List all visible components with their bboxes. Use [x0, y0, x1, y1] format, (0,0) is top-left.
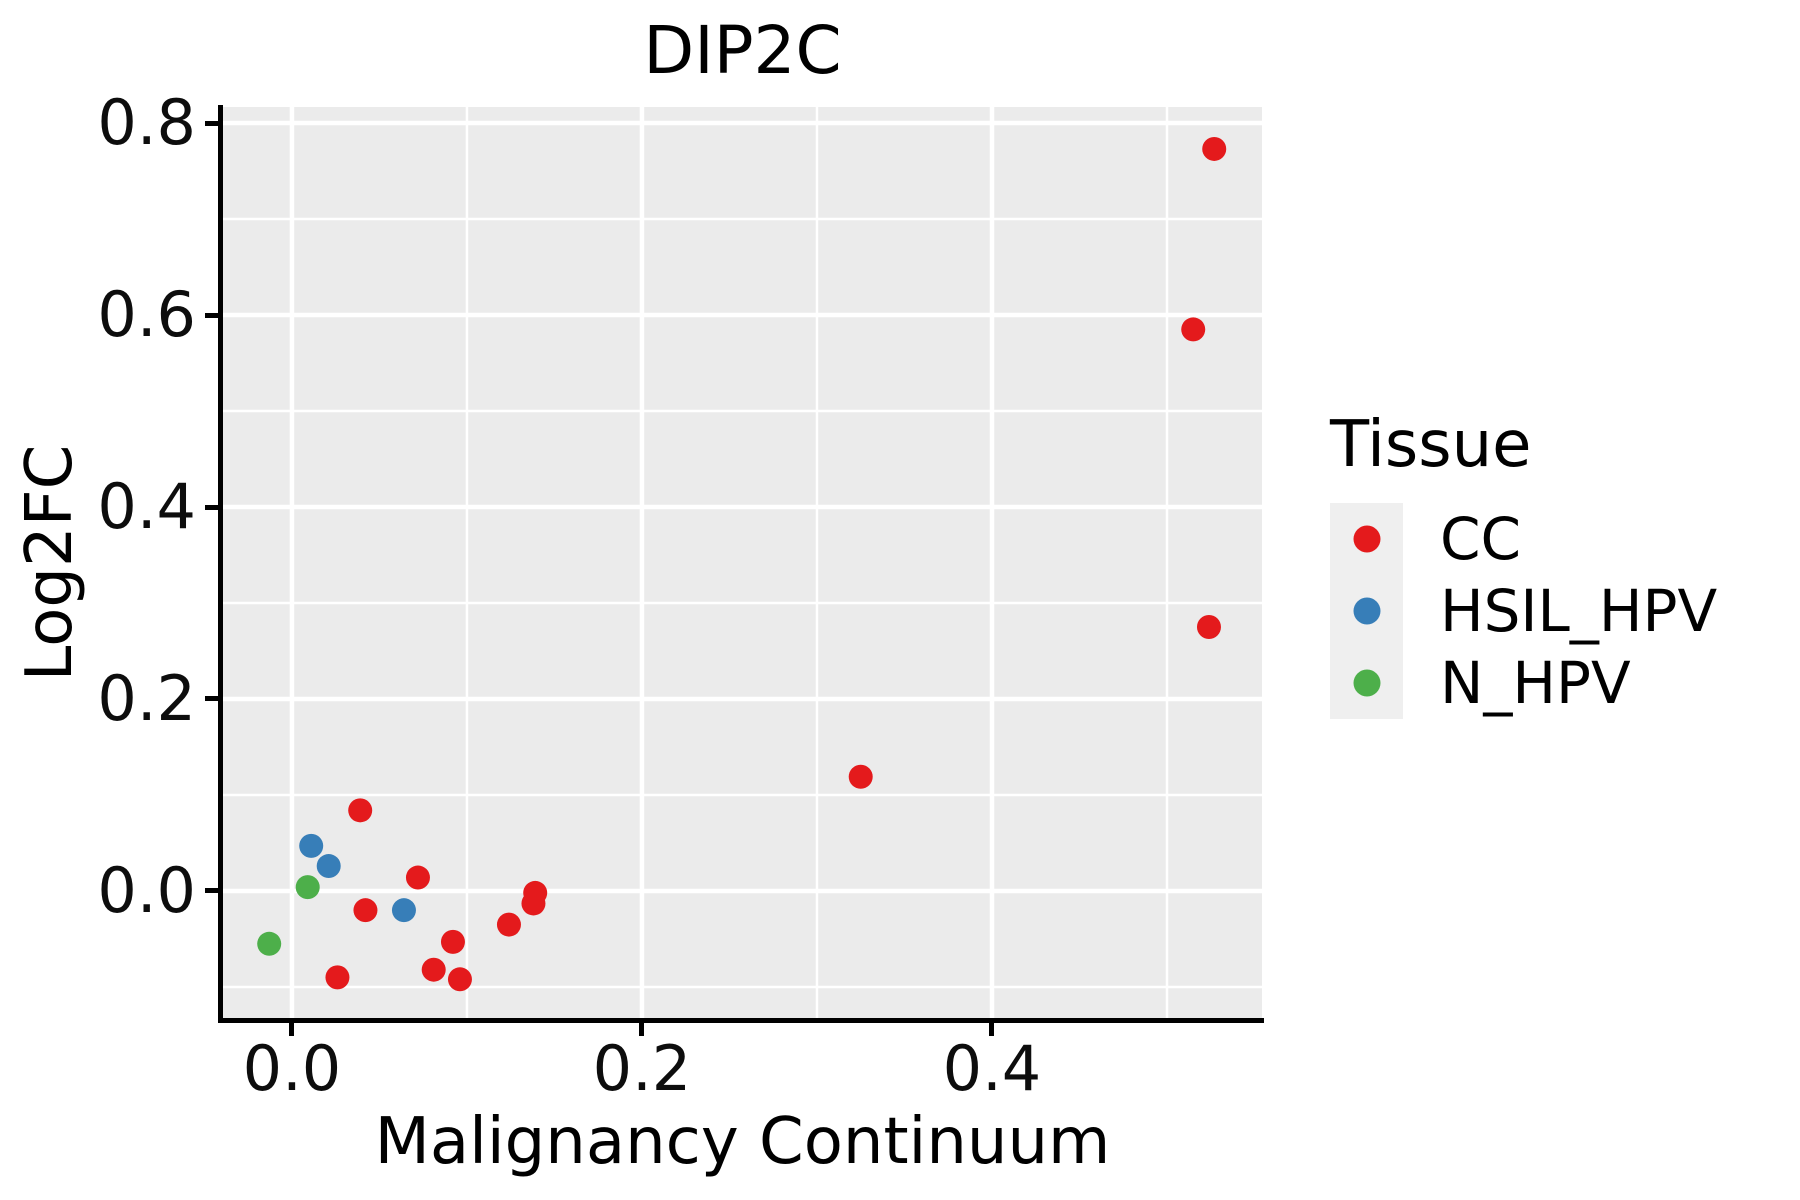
x-tick-label: 0.4 [942, 1032, 1042, 1105]
data-point-CC [440, 929, 465, 954]
data-point-CC [848, 764, 873, 789]
legend-row-N_HPV: N_HPV [1330, 647, 1790, 719]
legend-keys: CC HSIL_HPV N_HPV [1330, 503, 1790, 719]
data-point-CC [348, 798, 373, 823]
legend-title: Tissue [1330, 408, 1532, 482]
data-point-HSIL_HPV [391, 898, 416, 923]
legend-label: N_HPV [1440, 649, 1631, 717]
y-tick-mark [205, 120, 218, 126]
y-axis-line [218, 105, 223, 1023]
data-point-CC [405, 865, 430, 890]
data-point-CC [1196, 615, 1221, 640]
data-point-CC [325, 965, 350, 990]
data-point-CC [1202, 136, 1227, 161]
x-axis-title: Malignancy Continuum [374, 1105, 1111, 1179]
data-point-HSIL_HPV [299, 833, 324, 858]
legend-key-HSIL_HPV [1330, 575, 1403, 647]
y-tick-mark [205, 888, 218, 894]
legend-key-N_HPV [1330, 647, 1403, 719]
legend-key-CC [1330, 503, 1403, 575]
data-point-CC [1181, 317, 1206, 342]
x-tick-mark [639, 1023, 645, 1036]
data-point-CC [523, 880, 548, 905]
legend-label: CC [1440, 505, 1521, 573]
y-tick-label: 0.4 [97, 470, 196, 543]
legend-row-CC: CC [1330, 503, 1790, 575]
y-tick-label: 0.6 [97, 278, 196, 352]
data-point-CC [353, 898, 378, 923]
x-tick-label: 0.0 [242, 1032, 342, 1105]
legend-swatch-icon [1353, 669, 1380, 697]
y-tick-label: 0.2 [97, 661, 196, 735]
x-axis-line [218, 1018, 1264, 1023]
y-tick-mark [205, 504, 218, 510]
x-tick-mark [289, 1023, 295, 1036]
legend-swatch-icon [1353, 525, 1380, 553]
x-tick-label: 0.2 [592, 1032, 692, 1105]
y-tick-mark [205, 312, 218, 318]
plot-panel [223, 107, 1262, 1020]
y-tick-label: 0.0 [97, 853, 196, 927]
y-axis-title: Log2FC [13, 444, 87, 682]
data-point-N_HPV [295, 875, 320, 900]
legend-label: HSIL_HPV [1440, 577, 1718, 645]
data-point-CC [421, 957, 446, 982]
data-point-N_HPV [257, 931, 282, 956]
y-tick-mark [205, 696, 218, 702]
plot-title: DIP2C [643, 12, 842, 89]
x-tick-mark [989, 1023, 995, 1036]
y-tick-label: 0.8 [97, 86, 196, 160]
data-point-CC [447, 967, 472, 992]
legend-swatch-icon [1353, 597, 1380, 625]
y-axis-title-wrap: Log2FC [13, 0, 87, 1200]
data-point-HSIL_HPV [316, 854, 341, 879]
legend-row-HSIL_HPV: HSIL_HPV [1330, 575, 1790, 647]
plot-svg [223, 107, 1262, 1020]
data-point-CC [496, 912, 521, 937]
